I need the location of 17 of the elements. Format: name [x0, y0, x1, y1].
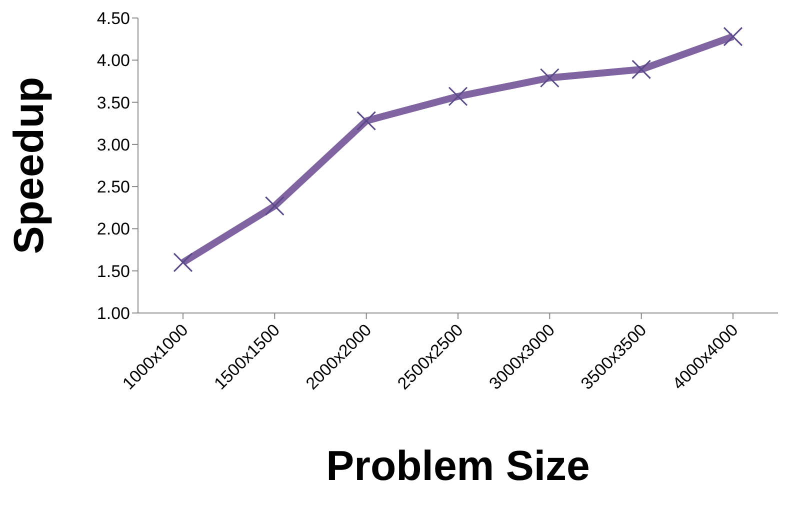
y-tick-label: 4.50	[96, 9, 130, 28]
y-tick-label: 1.50	[96, 262, 130, 281]
point	[173, 252, 193, 272]
point	[448, 86, 468, 106]
point	[632, 60, 652, 80]
x-axis-title: Problem Size	[326, 442, 590, 489]
y-tick-label: 2.00	[96, 220, 130, 239]
y-tick-label: 1.00	[96, 304, 130, 324]
y-tick-label: 4.00	[96, 51, 130, 70]
y-axis-title: Speedup	[4, 76, 52, 254]
y-tick-label: 3.00	[96, 135, 130, 154]
point	[264, 196, 284, 216]
point	[356, 111, 376, 131]
point	[540, 68, 560, 88]
point	[723, 26, 743, 46]
y-tick-label: 2.50	[96, 178, 130, 197]
y-tick-label: 3.50	[96, 93, 130, 112]
